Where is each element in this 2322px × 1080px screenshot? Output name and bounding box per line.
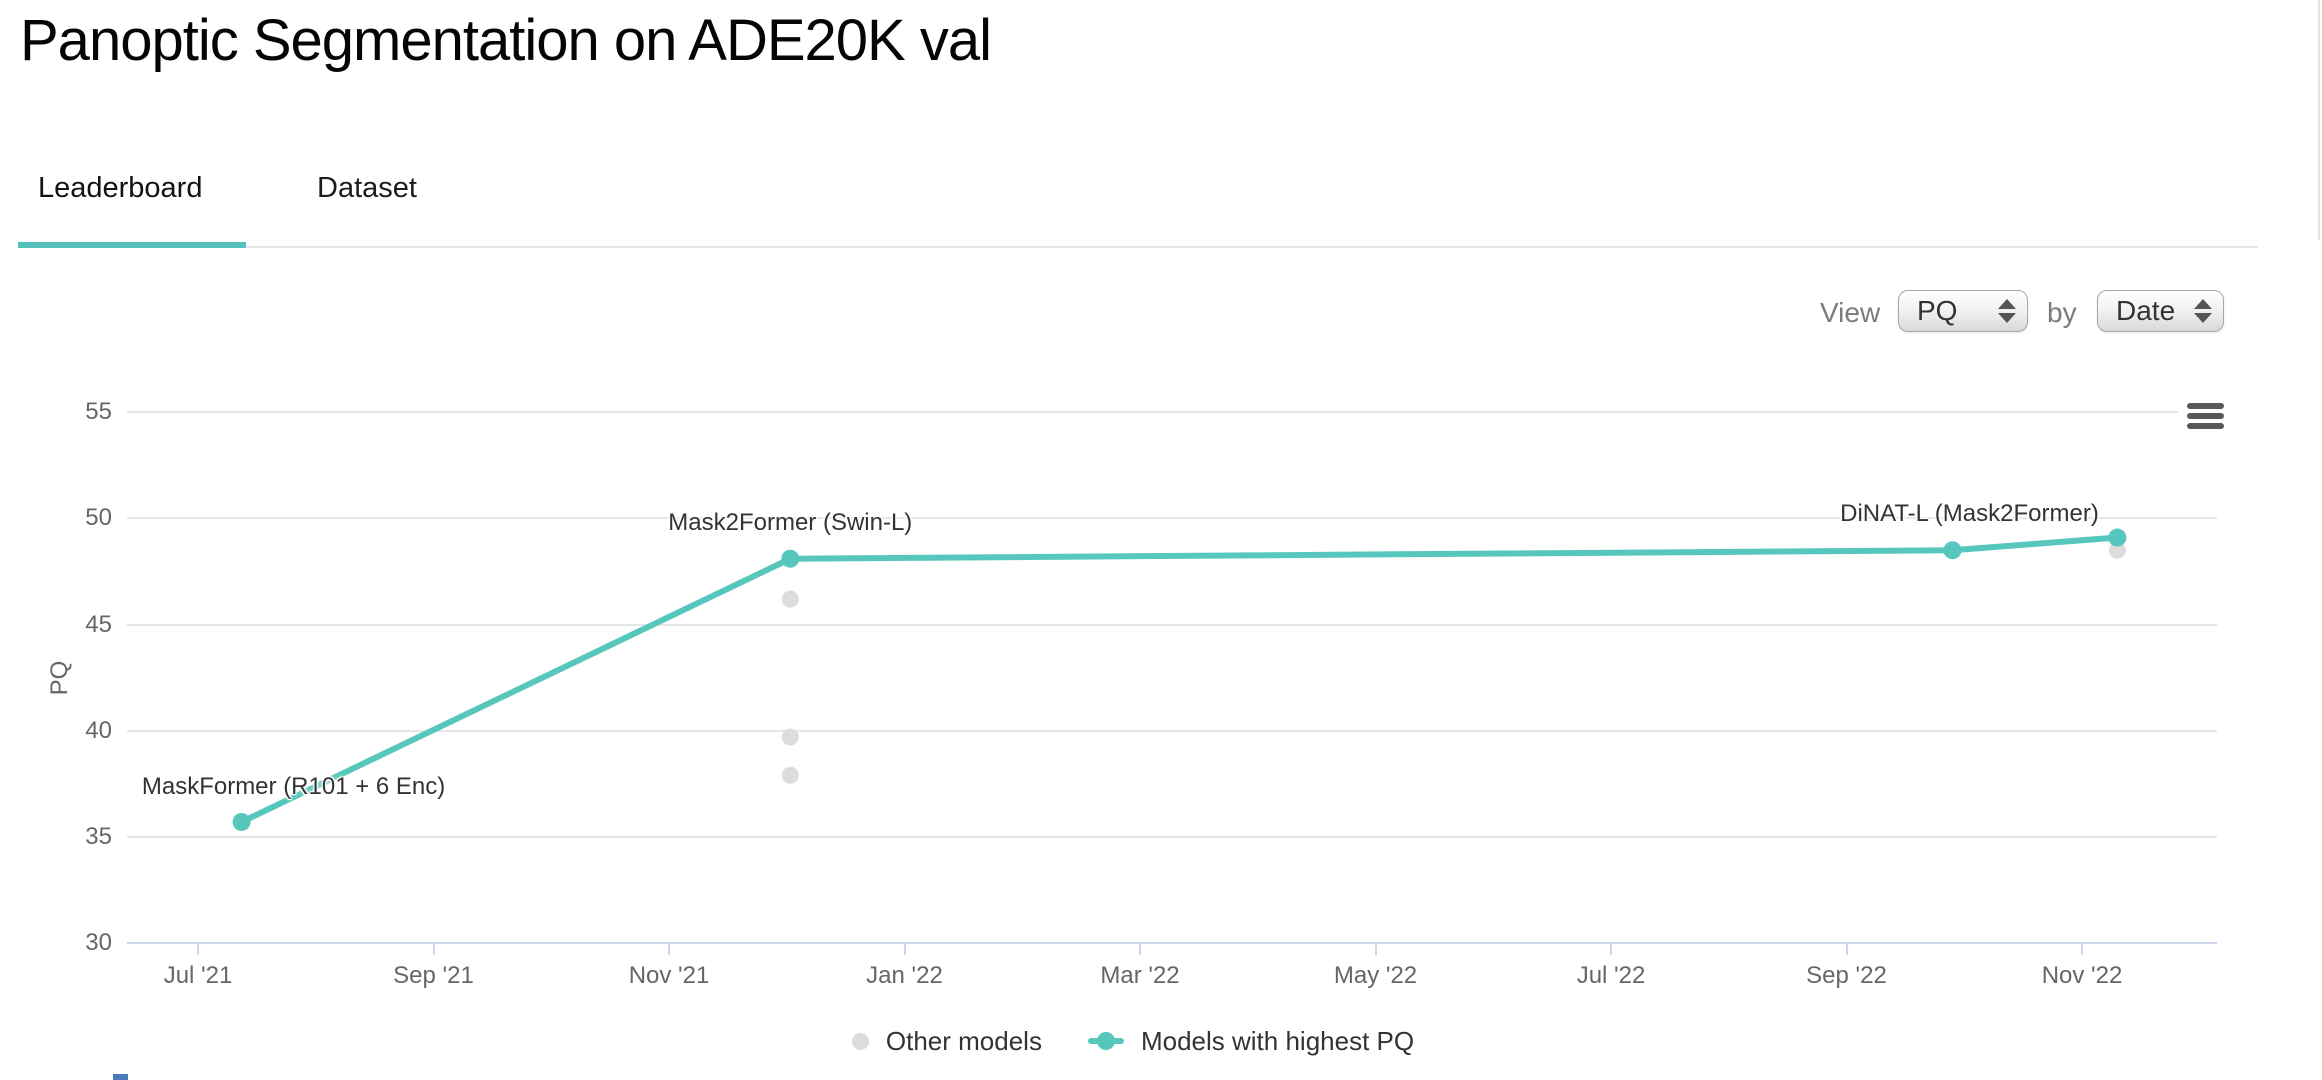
tabs-divider — [18, 246, 2258, 248]
chart-legend: Other models Models with highest PQ — [0, 1020, 2294, 1062]
x-axis-tick — [1374, 943, 1377, 955]
legend-item-label: Models with highest PQ — [1140, 1025, 1415, 1056]
page-title: Panoptic Segmentation on ADE20K val — [20, 8, 992, 73]
legend-item-models-with-highest-pq[interactable]: Models with highest PQ — [1087, 1025, 1415, 1057]
legend-line-dot-marker-icon — [1087, 1032, 1124, 1050]
hamburger-menu-icon — [2186, 403, 2224, 409]
metric-select[interactable]: PQ — [1898, 290, 2028, 332]
y-gridline — [127, 623, 2217, 626]
sort-select-value: Date — [2116, 295, 2176, 326]
x-axis-tick — [668, 943, 670, 955]
other-model-point[interactable] — [2108, 541, 2126, 559]
sort-select[interactable]: Date — [2097, 290, 2224, 332]
y-gridline — [127, 411, 2178, 414]
x-axis-tick-label: Mar '22 — [1100, 962, 1180, 989]
best-model-point[interactable] — [1943, 541, 1962, 560]
tab-dataset[interactable]: Dataset — [317, 172, 417, 204]
by-label: by — [2047, 297, 2077, 328]
active-tab-underline — [18, 242, 246, 248]
other-model-point[interactable] — [781, 766, 799, 784]
chart-context-menu-button[interactable] — [2183, 398, 2227, 434]
x-axis-tick — [197, 943, 199, 955]
y-axis-tick-label: 50 — [85, 504, 112, 532]
y-axis-tick-label: 45 — [85, 610, 112, 638]
y-axis-title: PQ — [46, 660, 73, 696]
x-axis-tick-label: Jul '22 — [1576, 962, 1646, 989]
y-axis-tick-label: 35 — [85, 822, 112, 850]
page-edge-line — [2318, 0, 2320, 240]
x-axis-tick-label: May '22 — [1333, 962, 1418, 989]
y-gridline — [127, 517, 2217, 520]
other-model-point[interactable] — [781, 590, 799, 608]
y-gridline — [127, 729, 2217, 732]
legend-item-label: Other models — [885, 1025, 1042, 1056]
x-axis-tick-label: Sep '22 — [1806, 962, 1887, 989]
y-axis-tick-label: 30 — [85, 929, 112, 956]
best-model-point[interactable] — [2108, 528, 2127, 547]
x-axis-tick-label: Nov '22 — [2041, 962, 2123, 989]
x-axis-tick-label: Sep '21 — [393, 962, 474, 989]
y-axis-tick-label: 55 — [85, 398, 112, 426]
best-model-point[interactable] — [781, 549, 800, 568]
up-down-stepper-icon — [2194, 299, 2212, 323]
y-gridline — [127, 835, 2217, 838]
x-axis-tick-label: Jul '21 — [163, 962, 233, 989]
data-point-label: MaskFormer (R101 + 6 Enc) — [141, 772, 446, 800]
x-axis-tick — [1139, 943, 1141, 955]
legend-dot-marker-icon — [851, 1032, 869, 1050]
x-axis-tick-label: Jan '22 — [866, 962, 943, 989]
legend-item-other-models[interactable]: Other models — [851, 1025, 1042, 1057]
x-axis-tick — [432, 943, 435, 955]
x-axis-tick — [1845, 943, 1848, 955]
data-point-label: DiNAT-L (Mask2Former) — [1840, 500, 2099, 528]
x-axis-tick — [2081, 943, 2083, 955]
metric-select-value: PQ — [1917, 295, 1958, 326]
cropped-link-fragment — [113, 1074, 128, 1080]
best-models-line — [240, 534, 2118, 825]
x-axis-tick-label: Nov '21 — [628, 962, 710, 989]
y-axis-tick-label: 40 — [85, 716, 112, 744]
best-model-point[interactable] — [232, 812, 251, 831]
tab-leaderboard[interactable]: Leaderboard — [38, 172, 203, 204]
up-down-stepper-icon — [1998, 299, 2016, 323]
data-point-label: Mask2Former (Swin-L) — [668, 508, 913, 536]
x-axis-tick — [903, 943, 906, 955]
view-label: View — [1820, 297, 1881, 328]
x-axis-line — [127, 942, 2217, 944]
x-axis-tick — [1610, 943, 1612, 955]
